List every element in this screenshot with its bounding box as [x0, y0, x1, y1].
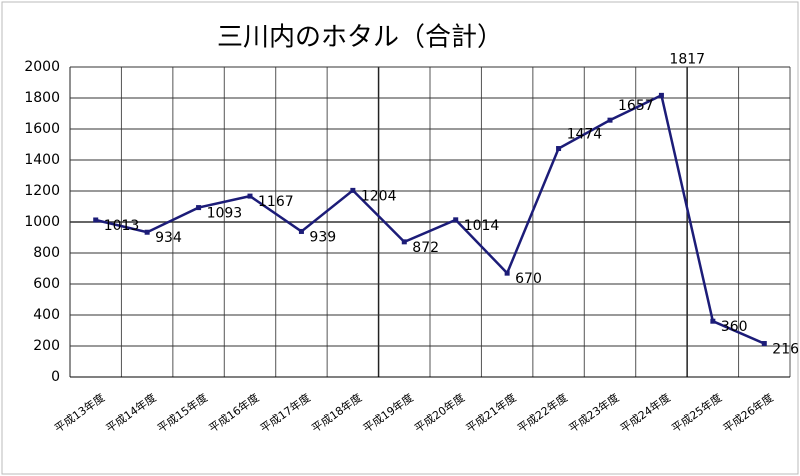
- y-tick-label: 1200: [24, 183, 60, 199]
- y-tick-label: 1600: [24, 121, 60, 137]
- y-tick-label: 0: [51, 369, 60, 385]
- data-point: [504, 270, 510, 276]
- data-label: 1013: [104, 218, 140, 234]
- y-tick-label: 600: [33, 276, 60, 292]
- data-label: 1817: [669, 51, 705, 67]
- data-point: [196, 205, 202, 211]
- y-tick-label: 2000: [24, 59, 60, 75]
- data-point: [401, 239, 407, 245]
- y-tick-label: 400: [33, 307, 60, 323]
- data-point: [761, 341, 767, 347]
- data-point: [453, 217, 459, 223]
- y-tick-label: 1800: [24, 90, 60, 106]
- data-line: [95, 93, 765, 345]
- y-tick-label: 1000: [24, 214, 60, 230]
- data-point: [247, 193, 253, 199]
- data-point: [607, 117, 613, 123]
- data-label: 1204: [361, 188, 397, 204]
- data-label: 1014: [464, 218, 500, 234]
- data-label: 1657: [618, 98, 654, 114]
- data-point: [350, 187, 356, 193]
- data-label: 1093: [207, 206, 243, 222]
- y-tick-label: 800: [33, 245, 60, 261]
- data-point: [93, 217, 99, 223]
- chart-title: 三川内のホタル（合計）: [217, 23, 503, 53]
- data-label: 1167: [258, 194, 294, 210]
- data-point: [144, 229, 150, 235]
- y-tick-label: 200: [33, 338, 60, 354]
- data-label: 216: [772, 342, 799, 358]
- data-label: 934: [155, 230, 182, 246]
- data-label: 872: [412, 240, 439, 256]
- data-point: [298, 228, 304, 234]
- data-label: 1474: [567, 127, 603, 143]
- data-label: 670: [515, 271, 542, 287]
- data-point: [658, 92, 664, 98]
- data-point: [710, 318, 716, 324]
- y-tick-label: 1400: [24, 152, 60, 168]
- data-point: [556, 146, 562, 152]
- data-label: 939: [309, 229, 336, 245]
- data-label: 360: [721, 319, 748, 335]
